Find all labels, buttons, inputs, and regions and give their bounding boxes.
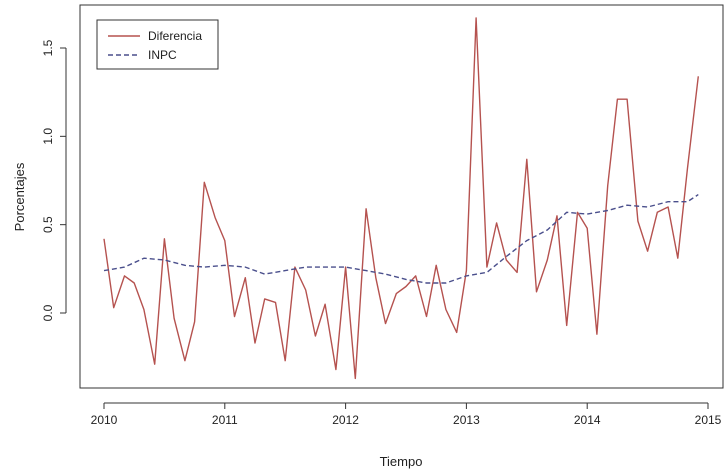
y-tick-label: 0.0 [41,304,55,321]
series-layer [103,17,699,380]
legend-label-inpc: INPC [148,48,177,62]
y-tick-label: 1.0 [41,128,55,145]
series-line-diferencia [103,17,699,380]
x-tick-label: 2014 [574,413,601,427]
series-line-inpc [103,194,699,284]
y-tick-label: 1.5 [41,39,55,56]
x-axis: 2010 2011 2012 2013 2014 2015 [91,402,722,427]
plot-frame [79,4,724,389]
y-axis-title: Porcentajes [12,162,27,231]
x-tick-label: 2010 [91,413,118,427]
x-axis-title: Tiempo [380,454,423,469]
x-tick-label: 2011 [212,413,238,427]
legend-box [96,19,219,70]
x-tick-label: 2013 [453,413,480,427]
legend: Diferencia INPC [96,19,219,70]
legend-label-diferencia: Diferencia [148,29,202,43]
x-tick-label: 2015 [695,413,722,427]
y-tick-label: 0.5 [41,216,55,233]
y-axis: 0.0 0.5 1.0 1.5 [41,39,67,321]
x-tick-label: 2012 [332,413,359,427]
